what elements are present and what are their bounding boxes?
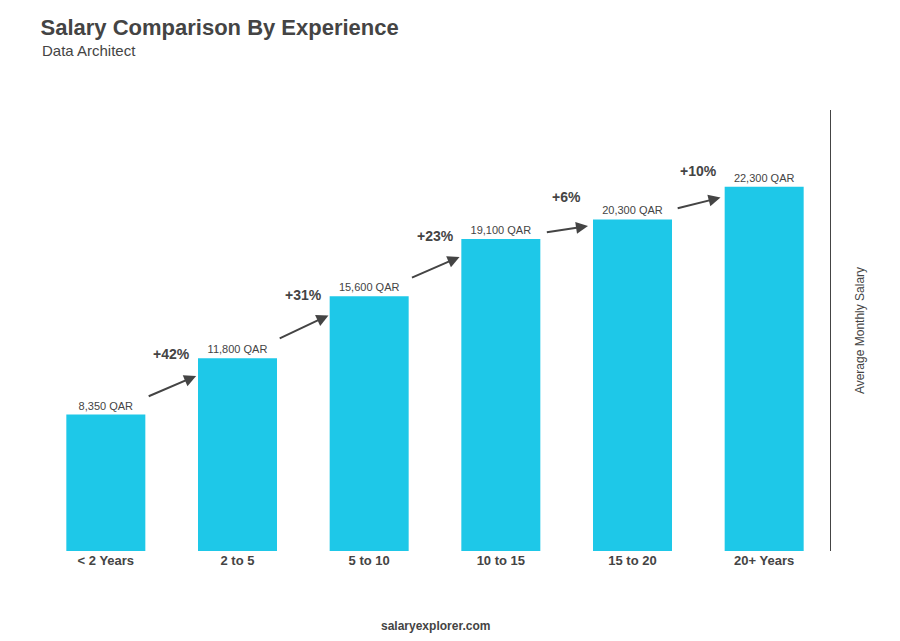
svg-text:5 to 10: 5 to 10 xyxy=(349,553,390,568)
svg-text:Average Monthly Salary: Average Monthly Salary xyxy=(853,267,867,394)
svg-text:15 to 20: 15 to 20 xyxy=(608,553,656,568)
svg-text:+6%: +6% xyxy=(552,189,581,205)
svg-text:< 2 Years: < 2 Years xyxy=(78,553,135,568)
svg-text:11,800 QAR: 11,800 QAR xyxy=(208,343,268,355)
svg-text:+31%: +31% xyxy=(285,287,322,303)
svg-text:19,100 QAR: 19,100 QAR xyxy=(471,224,532,236)
svg-text:Salary Comparison By Experienc: Salary Comparison By Experience xyxy=(41,15,399,40)
svg-text:Data Architect: Data Architect xyxy=(42,42,136,59)
svg-text:10 to 15: 10 to 15 xyxy=(477,553,525,568)
svg-text:20+ Years: 20+ Years xyxy=(734,553,794,568)
svg-text:8,350 QAR: 8,350 QAR xyxy=(79,400,133,412)
svg-text:+42%: +42% xyxy=(153,346,190,362)
svg-text:salaryexplorer.com: salaryexplorer.com xyxy=(381,619,490,633)
svg-text:+23%: +23% xyxy=(417,228,454,244)
svg-text:22,300 QAR: 22,300 QAR xyxy=(734,172,795,184)
svg-text:20,300 QAR: 20,300 QAR xyxy=(602,204,663,216)
svg-text:2 to 5: 2 to 5 xyxy=(221,553,255,568)
svg-text:+10%: +10% xyxy=(680,163,717,179)
svg-text:15,600 QAR: 15,600 QAR xyxy=(339,281,400,293)
